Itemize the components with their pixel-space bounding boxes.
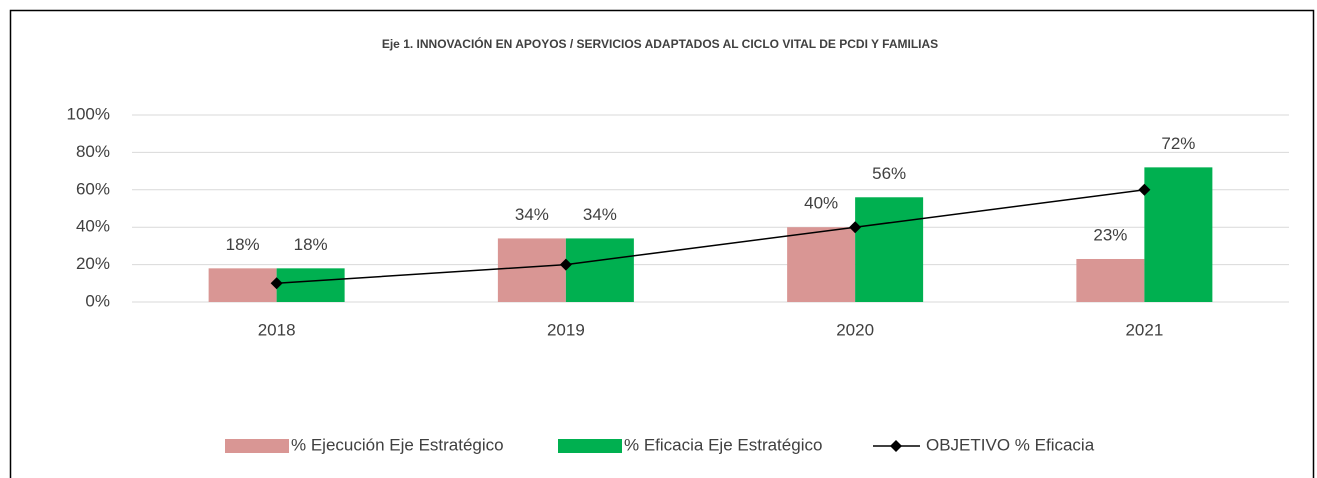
data-label: 40% [804,194,838,213]
data-label: 34% [515,205,549,224]
x-tick-label: 2021 [1125,320,1163,339]
chart-frame [9,9,1315,478]
y-tick-label: 40% [76,217,110,236]
y-tick-label: 80% [76,142,110,161]
marker [559,258,572,271]
bar [1144,167,1213,302]
data-label: 72% [1161,134,1195,153]
bar [787,227,856,302]
marker [849,221,862,234]
legend-swatch [558,439,622,453]
bar [208,268,277,302]
bar [1076,258,1145,302]
line [276,189,1145,285]
bar [565,238,634,302]
marker [270,277,283,290]
bar [497,238,566,302]
chart-title: Eje 1. INNOVACIÓN EN APOYOS / SERVICIOS … [382,36,938,51]
legend-label: % Eficacia Eje Estratégico [624,435,822,454]
x-tick-label: 2019 [547,320,585,339]
y-tick-label: 0% [85,291,110,310]
data-label: 23% [1093,225,1127,244]
data-label: 18% [226,235,260,254]
marker [1138,183,1151,196]
legend-swatch [225,439,289,453]
y-tick-label: 60% [76,179,110,198]
data-label: 34% [583,205,617,224]
legend-label: OBJETIVO % Eficacia [926,435,1095,454]
x-tick-label: 2018 [258,320,296,339]
y-tick-label: 20% [76,254,110,273]
bar [276,268,345,302]
bar [855,197,924,302]
data-label: 18% [294,235,328,254]
x-tick-label: 2020 [836,320,874,339]
y-tick-label: 100% [67,104,110,123]
data-label: 56% [872,164,906,183]
legend-label: % Ejecución Eje Estratégico [291,435,504,454]
legend-marker [890,440,902,452]
